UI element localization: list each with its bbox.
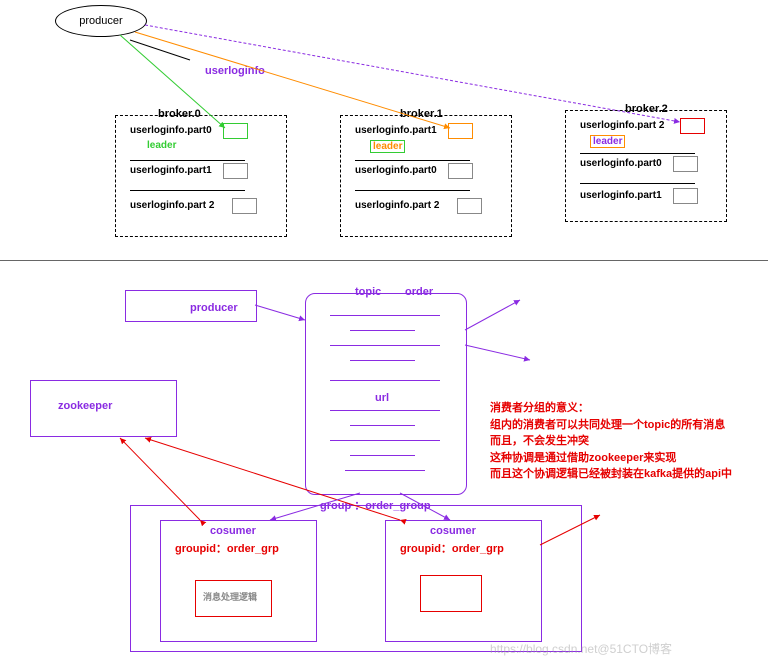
b1-part2: userloginfo.part 2 bbox=[355, 200, 439, 211]
b0-part2: userloginfo.part 2 bbox=[130, 200, 214, 211]
b1-p1-box bbox=[448, 163, 473, 179]
b2-leader: leader bbox=[590, 135, 625, 148]
b2-p2-box bbox=[673, 188, 698, 204]
b1-p2-box bbox=[457, 198, 482, 214]
producer2-label: producer bbox=[190, 302, 238, 314]
consumer2-label: cosumer bbox=[430, 525, 476, 537]
consumer1-label: cosumer bbox=[210, 525, 256, 537]
b0-p0-box bbox=[223, 123, 248, 139]
b0-p1-box bbox=[223, 163, 248, 179]
topic-label: topic bbox=[355, 286, 381, 298]
group-label: group ：order_group bbox=[320, 497, 431, 513]
broker-0-title: broker.0 bbox=[158, 108, 201, 120]
url-label: url bbox=[375, 392, 389, 404]
b0-p2-box bbox=[232, 198, 257, 214]
broker-1-title: broker.1 bbox=[400, 108, 443, 120]
producer-label: producer bbox=[79, 15, 122, 27]
consumer1-logic: 消息处理逻辑 bbox=[203, 590, 257, 603]
b1-part0: userloginfo.part1 bbox=[355, 125, 437, 136]
zookeeper-label: zookeeper bbox=[58, 400, 112, 412]
b1-p0-box bbox=[448, 123, 473, 139]
b0-part1: userloginfo.part1 bbox=[130, 165, 212, 176]
watermark: https://blog.csdn.net@51CTO博客 bbox=[490, 640, 672, 657]
note-4: 这种协调是通过借助zookeeper来实现 bbox=[490, 450, 768, 467]
b2-part0: userloginfo.part 2 bbox=[580, 120, 664, 131]
consumer2-logic-box bbox=[420, 575, 482, 612]
b1-leader: leader bbox=[370, 140, 405, 153]
consumer1-groupid: groupid：order_grp bbox=[175, 540, 279, 556]
b0-part0: userloginfo.part0 bbox=[130, 125, 212, 136]
note-1: 消费者分组的意义： bbox=[490, 400, 768, 417]
note-3: 而且，不会发生冲突 bbox=[490, 433, 768, 450]
order-label: order bbox=[405, 286, 433, 298]
b2-p1-box bbox=[673, 156, 698, 172]
note-5: 而且这个协调逻辑已经被封装在kafka提供的api中 bbox=[490, 466, 768, 483]
consumer2-groupid: groupid：order_grp bbox=[400, 540, 504, 556]
note-2: 组内的消费者可以共同处理一个topic的所有消息 bbox=[490, 417, 768, 434]
producer-node: producer bbox=[55, 5, 147, 37]
b2-part2: userloginfo.part1 bbox=[580, 190, 662, 201]
b2-part1: userloginfo.part0 bbox=[580, 158, 662, 169]
userloginfo-label: userloginfo bbox=[205, 65, 265, 77]
notes-block: 消费者分组的意义： 组内的消费者可以共同处理一个topic的所有消息 而且，不会… bbox=[490, 400, 768, 483]
b1-part1: userloginfo.part0 bbox=[355, 165, 437, 176]
broker-2-title: broker.2 bbox=[625, 103, 668, 115]
b2-p0-box bbox=[680, 118, 705, 134]
b0-leader: leader bbox=[145, 140, 178, 151]
